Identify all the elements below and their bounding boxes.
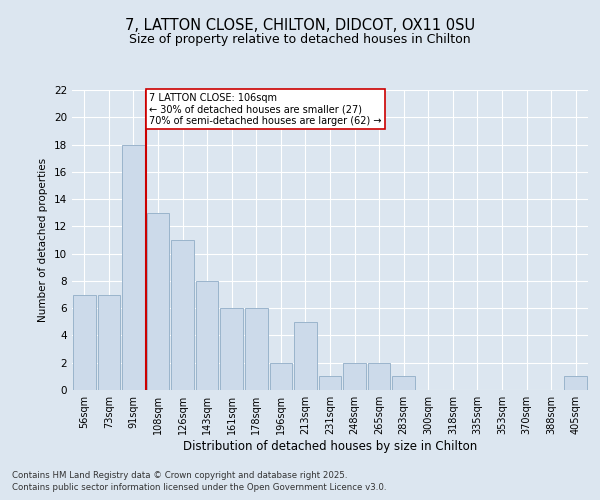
Bar — [343, 362, 366, 390]
Bar — [171, 240, 194, 390]
Bar — [294, 322, 317, 390]
Bar — [565, 376, 587, 390]
Text: 7, LATTON CLOSE, CHILTON, DIDCOT, OX11 0SU: 7, LATTON CLOSE, CHILTON, DIDCOT, OX11 0… — [125, 18, 475, 32]
Bar — [146, 212, 169, 390]
Bar — [269, 362, 292, 390]
Text: Size of property relative to detached houses in Chilton: Size of property relative to detached ho… — [129, 32, 471, 46]
Bar — [122, 144, 145, 390]
Bar — [98, 294, 120, 390]
Bar — [319, 376, 341, 390]
Text: Contains public sector information licensed under the Open Government Licence v3: Contains public sector information licen… — [12, 484, 386, 492]
Text: 7 LATTON CLOSE: 106sqm
← 30% of detached houses are smaller (27)
70% of semi-det: 7 LATTON CLOSE: 106sqm ← 30% of detached… — [149, 92, 382, 126]
Bar — [368, 362, 391, 390]
Bar — [196, 281, 218, 390]
Y-axis label: Number of detached properties: Number of detached properties — [38, 158, 49, 322]
X-axis label: Distribution of detached houses by size in Chilton: Distribution of detached houses by size … — [183, 440, 477, 453]
Text: Contains HM Land Registry data © Crown copyright and database right 2025.: Contains HM Land Registry data © Crown c… — [12, 471, 347, 480]
Bar — [392, 376, 415, 390]
Bar — [245, 308, 268, 390]
Bar — [73, 294, 95, 390]
Bar — [220, 308, 243, 390]
